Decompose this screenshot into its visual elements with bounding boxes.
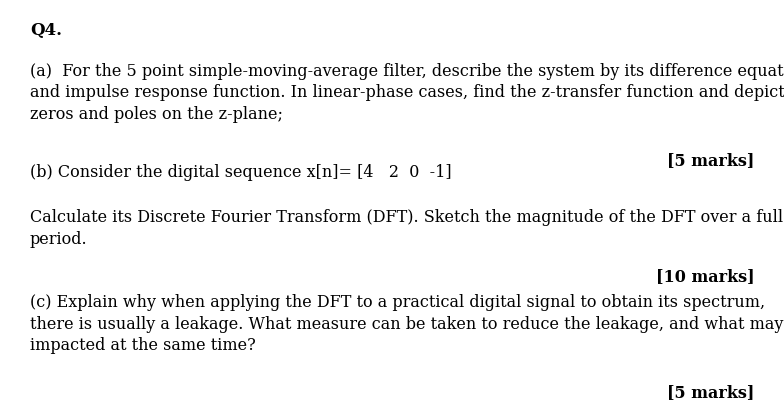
Text: (a)  For the 5 point simple-moving-average filter, describe the system by its di: (a) For the 5 point simple-moving-averag…	[30, 63, 784, 123]
Text: Q4.: Q4.	[30, 22, 62, 39]
Text: Calculate its Discrete Fourier Transform (DFT). Sketch the magnitude of the DFT : Calculate its Discrete Fourier Transform…	[30, 209, 783, 247]
Text: (b) Consider the digital sequence x[n]= [4   2  0  -1]: (b) Consider the digital sequence x[n]= …	[30, 164, 452, 181]
Text: [5 marks]: [5 marks]	[667, 383, 754, 400]
Text: [10 marks]: [10 marks]	[655, 267, 754, 284]
Text: [5 marks]: [5 marks]	[667, 152, 754, 169]
Text: (c) Explain why when applying the DFT to a practical digital signal to obtain it: (c) Explain why when applying the DFT to…	[30, 294, 784, 354]
